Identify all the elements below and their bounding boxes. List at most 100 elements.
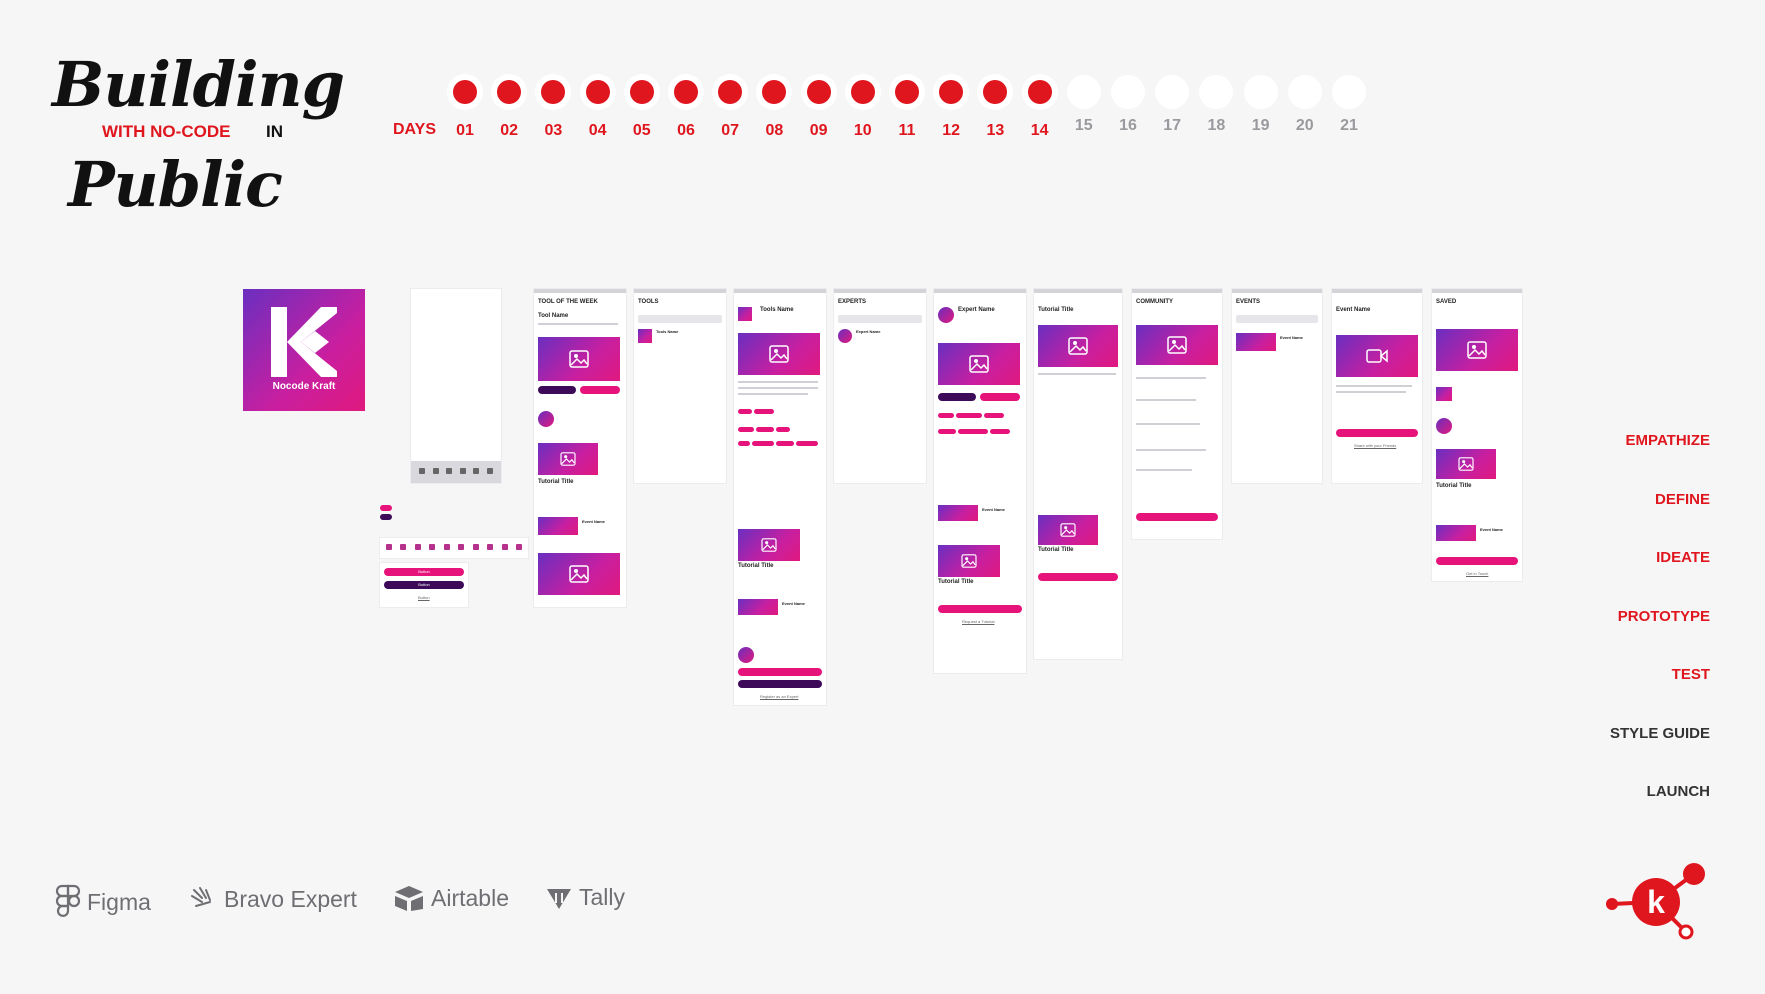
phase-prototype[interactable]: PROTOTYPE	[1617, 607, 1710, 625]
tutorial-detail-image[interactable]	[1038, 325, 1118, 367]
phase-ideate[interactable]: IDEATE	[1656, 549, 1710, 566]
phase-style-guide[interactable]: STYLE GUIDE	[1609, 724, 1710, 742]
home-featured-image[interactable]	[538, 553, 620, 595]
day-dot	[541, 80, 566, 104]
airtable-icon	[395, 886, 423, 911]
day-dot	[1066, 75, 1101, 109]
day-dot	[585, 80, 610, 104]
expert-request-button[interactable]	[980, 393, 1020, 401]
tool-detail-image[interactable]	[738, 333, 820, 375]
day-number: 06	[677, 122, 695, 139]
send-feedback-button[interactable]	[1436, 557, 1518, 565]
saved-tool-icon[interactable]	[1436, 387, 1452, 401]
day-dot	[1243, 75, 1278, 109]
expert-avatar[interactable]	[538, 411, 554, 427]
events-item-image[interactable]	[1236, 333, 1276, 351]
day-10: 10	[845, 80, 881, 140]
day-number: 03	[544, 122, 563, 139]
day-dot	[806, 80, 831, 104]
tool-detail-event-image[interactable]	[738, 599, 778, 615]
expert-visit-button[interactable]	[938, 393, 976, 401]
days-label: DAYS	[393, 121, 436, 138]
style-button-link[interactable]: Button	[418, 595, 430, 600]
home-tutorial-image[interactable]	[538, 443, 598, 475]
related-tutorial-title: Tutorial Title	[1038, 547, 1074, 553]
share-link[interactable]: Share with your Friends	[1354, 443, 1397, 448]
screen-tool-detail: Tools Name Tutorial Title Event Name Reg…	[734, 289, 826, 705]
saved-tutorial-image[interactable]	[1436, 449, 1496, 479]
screen-event-detail: Event Name Share with your Friends	[1332, 289, 1422, 483]
event-detail-video[interactable]	[1336, 335, 1418, 377]
style-buttons: Button Button Button	[380, 563, 468, 607]
experts-item-name[interactable]: Expert Name	[856, 329, 881, 334]
experts-item-avatar[interactable]	[838, 329, 852, 343]
day-04: 04	[580, 80, 616, 140]
get-in-touch-link[interactable]: Get in Touch	[1466, 571, 1489, 576]
expert-detail-image[interactable]	[938, 343, 1020, 385]
expert-request-tutorial-button[interactable]	[938, 605, 1022, 613]
bottom-nav	[411, 461, 501, 483]
join-forum-button[interactable]	[1136, 513, 1218, 521]
phase-launch[interactable]: LAUNCH	[1646, 783, 1710, 800]
expert-event-image[interactable]	[938, 505, 978, 521]
screen-events: EVENTS Event Name	[1232, 289, 1322, 483]
phase-define[interactable]: DEFINE	[1654, 490, 1710, 508]
phase-test[interactable]: TEST	[1671, 666, 1710, 683]
home-visit-button[interactable]	[538, 386, 576, 394]
recommend-button[interactable]	[1038, 573, 1118, 581]
expert-tutorial-image[interactable]	[938, 545, 1000, 577]
events-search-input[interactable]	[1236, 315, 1318, 323]
style-button-primary[interactable]: Button	[384, 568, 464, 576]
day-number: 01	[456, 122, 474, 139]
join-event-button[interactable]	[1336, 429, 1418, 437]
saved-event-image[interactable]	[1436, 525, 1476, 541]
day-07: 07	[712, 80, 748, 140]
day-number: 20	[1295, 117, 1314, 134]
style-button-secondary[interactable]: Button	[384, 581, 464, 589]
tool-detail-event-name: Event Name	[782, 601, 805, 606]
day-number: 13	[986, 122, 1005, 139]
events-item-name[interactable]: Event Name	[1280, 335, 1303, 340]
expert-detail-avatar	[938, 307, 954, 323]
day-number: 14	[1030, 122, 1049, 139]
experts-search-input[interactable]	[838, 315, 922, 323]
brand-name: Nocode Kraft	[272, 381, 336, 392]
tools-item-name[interactable]: Tools Name	[656, 329, 679, 334]
expert-request-link[interactable]: Request a Tutorial	[962, 619, 995, 624]
day-dot	[1332, 75, 1366, 109]
screen-expert-detail: Expert Name Event Name Tutorial Title Re…	[934, 289, 1026, 673]
kraft-corner-logo-icon: k	[1606, 863, 1705, 940]
home-title: TOOL OF THE WEEK	[538, 299, 598, 305]
saved-image[interactable]	[1436, 329, 1518, 371]
tool-detail-tutorial-image[interactable]	[738, 529, 800, 561]
day-number: 07	[721, 122, 740, 139]
tool-expert-avatar[interactable]	[738, 647, 754, 663]
tools-item-icon[interactable]	[638, 329, 652, 343]
day-18: 18	[1198, 75, 1234, 135]
request-tutorial-button[interactable]	[738, 668, 822, 676]
saved-expert-avatar[interactable]	[1436, 418, 1452, 434]
home-tool-image[interactable]	[538, 337, 620, 381]
home-tool-name: Tool Name	[538, 313, 569, 319]
bravo-icon	[191, 887, 211, 907]
community-image[interactable]	[1136, 325, 1218, 365]
home-event-image[interactable]	[538, 517, 578, 535]
expert-tutorial-title: Tutorial Title	[938, 579, 974, 585]
phase-empathize[interactable]: EMPATHIZE	[1625, 432, 1710, 449]
day-dot	[1155, 75, 1190, 109]
day-number: 17	[1163, 117, 1182, 134]
expert-detail-title: Expert Name	[958, 307, 995, 313]
home-learn-button[interactable]	[580, 386, 620, 394]
day-number: 12	[942, 122, 961, 139]
home-event-name: Event Name	[582, 519, 605, 524]
recommend-tutorial-button[interactable]	[738, 680, 822, 688]
screen-experts: EXPERTS Expert Name	[834, 289, 926, 483]
tools-search-input[interactable]	[638, 315, 722, 323]
day-12: 12	[933, 80, 969, 140]
day-20: 20	[1287, 75, 1323, 135]
logo-line-1: Building	[52, 48, 345, 121]
screen-splash	[411, 289, 501, 483]
logo-line-2: Public	[68, 148, 283, 221]
register-expert-link[interactable]: Register as an Expert	[760, 694, 799, 699]
related-tutorial-image[interactable]	[1038, 515, 1098, 545]
